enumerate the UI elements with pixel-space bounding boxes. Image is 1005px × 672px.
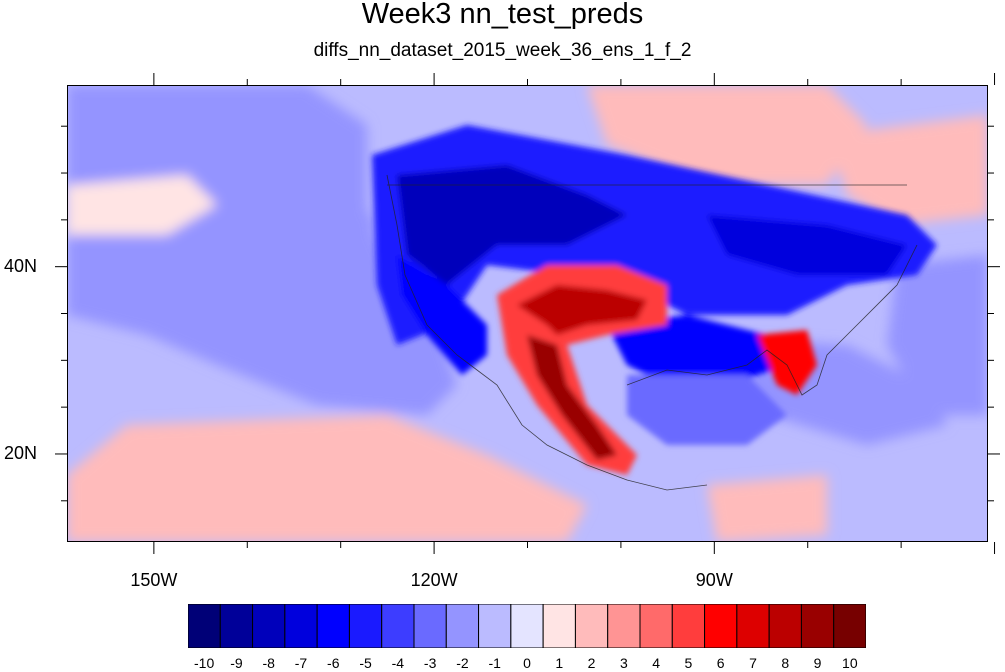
- lat-label-20n: 20N: [4, 442, 38, 463]
- colorbar-label: -6: [327, 655, 340, 671]
- colorbar-label: -9: [230, 655, 243, 671]
- colorbar: [187, 603, 867, 649]
- lon-label-120w: 120W: [410, 570, 458, 590]
- colorbar-label: 8: [781, 655, 790, 671]
- california-coast-blue: [397, 255, 487, 375]
- colorbar-label: 3: [619, 655, 628, 671]
- map-title: Week3 nn_test_preds: [361, 0, 644, 30]
- pacific-blue-band: [887, 255, 988, 415]
- colorbar-swatch-12: [574, 603, 609, 649]
- colorbar-swatch-8: [445, 603, 480, 649]
- colorbar-swatch-3: [284, 603, 318, 649]
- colorbar-swatch-19: [800, 603, 835, 649]
- florida-red: [757, 330, 817, 395]
- colorbar-label: -3: [423, 655, 437, 671]
- lon-label-90w: 90W: [695, 570, 733, 590]
- colorbar-label: -5: [359, 655, 372, 671]
- southwest-core-red: [517, 285, 647, 335]
- colorbar-swatch-10: [510, 603, 544, 649]
- colorbar-swatch-18: [768, 603, 802, 649]
- subtropical-pacific-red: [707, 475, 827, 542]
- colorbar-swatch-13: [607, 603, 641, 649]
- pacific-northwest-blue: [397, 165, 627, 285]
- colorbar-swatch-14: [639, 603, 673, 649]
- pacific-blue-band: [237, 175, 377, 255]
- colorbar-swatch-5: [348, 603, 383, 649]
- colorbar-swatch-6: [381, 603, 415, 649]
- colorbar-swatch-7: [413, 603, 447, 649]
- colorbar-label: 4: [652, 655, 661, 671]
- colorbar-label: 6: [716, 655, 725, 671]
- colorbar-label: 9: [813, 655, 822, 671]
- colorbar-label: -10: [194, 655, 215, 671]
- colorbar-label: -4: [391, 655, 405, 671]
- colorbar-label: 0: [523, 655, 531, 671]
- colorbar-swatch-1: [219, 603, 254, 649]
- colorbar-swatch-16: [704, 603, 738, 649]
- colorbar-label: 2: [587, 655, 596, 671]
- lon-label-150w: 150W: [130, 570, 178, 590]
- great-lakes-blue: [707, 215, 907, 275]
- colorbar-swatch-15: [671, 603, 706, 649]
- gulf-coast-blue: [607, 315, 787, 385]
- colorbar-swatch-11: [542, 603, 576, 649]
- colorbar-label: 7: [749, 655, 757, 671]
- northeast-pacific-red: [587, 85, 867, 185]
- gulf-of-mexico-blue: [627, 375, 787, 445]
- colorbar-swatch-20: [833, 603, 867, 649]
- map-field: [55, 73, 1000, 554]
- north-pacific-red: [67, 175, 217, 235]
- colorbar-label: 5: [684, 655, 693, 671]
- colorbar-label: 10: [842, 655, 858, 671]
- colorbar-swatch-4: [316, 603, 350, 649]
- colorbar-label: 1: [555, 655, 564, 671]
- colorbar-label: -8: [262, 655, 275, 671]
- colorbar-label: -2: [456, 655, 469, 671]
- map-subtitle: diffs_nn_dataset_2015_week_36_ens_1_f_2: [313, 40, 692, 61]
- subtropical-pacific-red: [67, 415, 587, 542]
- colorbar-label: -1: [488, 655, 501, 671]
- colorbar-label: -7: [294, 655, 308, 671]
- colorbar-swatch-9: [478, 603, 512, 649]
- lat-label-40n: 40N: [4, 255, 38, 276]
- map-plot: [55, 73, 1000, 554]
- colorbar-swatch-0: [187, 603, 221, 649]
- mexico-core-red: [527, 335, 617, 460]
- colorbar-swatch-2: [252, 603, 286, 649]
- northeast-canada-red: [827, 115, 988, 225]
- colorbar-swatch-17: [736, 603, 770, 649]
